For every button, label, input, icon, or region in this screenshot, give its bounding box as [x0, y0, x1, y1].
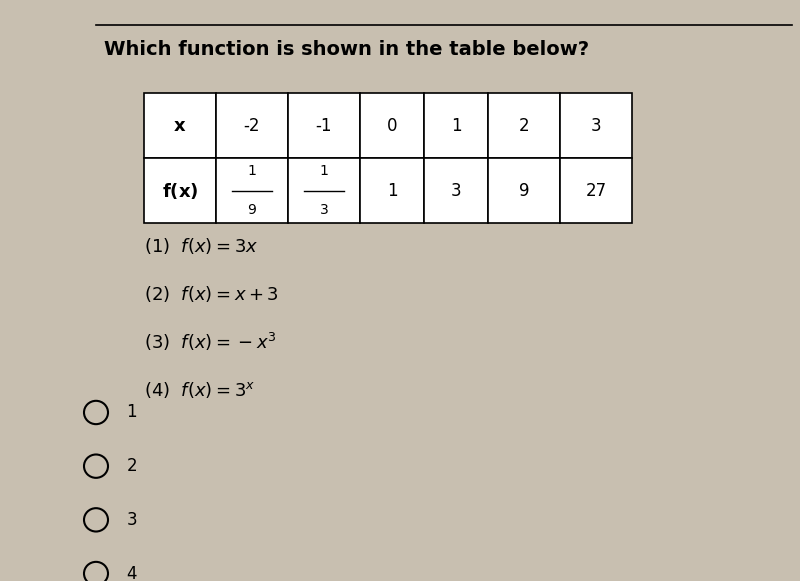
Bar	[216, 158, 288, 223]
Text: -2: -2	[244, 117, 260, 135]
Bar	[424, 158, 488, 223]
Text: 0: 0	[386, 117, 398, 135]
Bar	[488, 158, 560, 223]
Text: (2)  $f(x) = x + 3$: (2) $f(x) = x + 3$	[144, 284, 279, 304]
Bar	[424, 93, 488, 158]
Bar	[288, 93, 360, 158]
Text: -1: -1	[316, 117, 332, 135]
Text: $\mathbf{x}$: $\mathbf{x}$	[174, 117, 186, 135]
Text: 2: 2	[518, 117, 530, 135]
Bar	[560, 158, 632, 223]
Text: 2: 2	[126, 457, 137, 475]
Text: Which function is shown in the table below?: Which function is shown in the table bel…	[104, 40, 589, 59]
Bar	[288, 158, 360, 223]
Text: 1: 1	[450, 117, 462, 135]
Text: 3: 3	[126, 511, 137, 529]
Text: $\mathbf{f(x)}$: $\mathbf{f(x)}$	[162, 181, 198, 200]
Text: (3)  $f(x) = -x^3$: (3) $f(x) = -x^3$	[144, 331, 277, 353]
Bar	[488, 93, 560, 158]
Bar	[144, 158, 216, 223]
Bar	[360, 93, 424, 158]
Text: 3: 3	[320, 203, 328, 217]
Text: 1: 1	[126, 403, 137, 421]
Bar	[360, 158, 424, 223]
Text: 3: 3	[450, 182, 462, 200]
Text: 1: 1	[386, 182, 398, 200]
Text: (4)  $f(x) = 3^x$: (4) $f(x) = 3^x$	[144, 380, 255, 400]
Bar	[560, 93, 632, 158]
Text: 9: 9	[518, 182, 530, 200]
Text: 9: 9	[247, 203, 257, 217]
Bar	[144, 93, 216, 158]
Text: (1)  $f(x) = 3x$: (1) $f(x) = 3x$	[144, 236, 258, 256]
Bar	[216, 93, 288, 158]
Text: 27: 27	[586, 182, 606, 200]
Text: 1: 1	[319, 164, 329, 178]
Text: 1: 1	[247, 164, 257, 178]
Text: 4: 4	[126, 565, 137, 581]
Text: 3: 3	[590, 117, 602, 135]
